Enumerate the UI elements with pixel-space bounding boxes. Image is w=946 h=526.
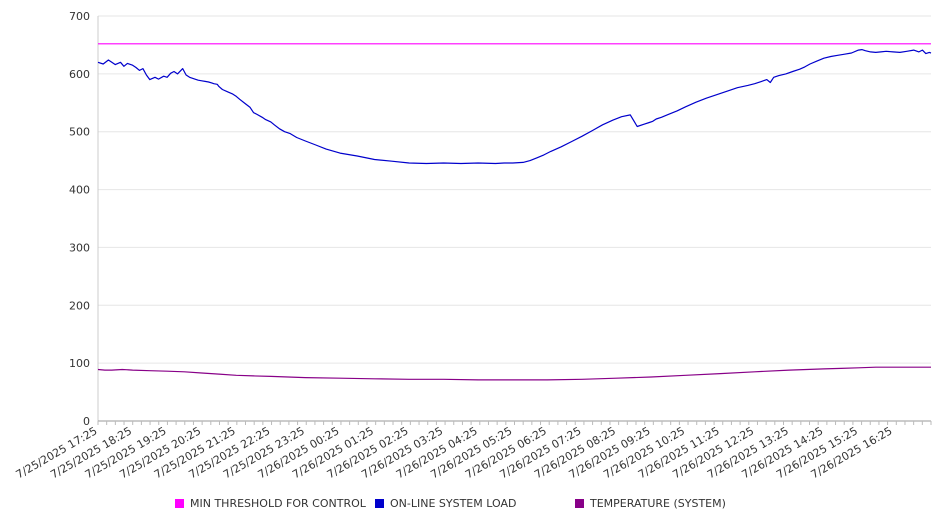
y-axis-ticks: 0 100 200 300 400 500 600 700 [69,10,90,428]
series-lines [97,43,932,381]
legend-swatch-min-threshold [175,499,184,508]
y-tick-label: 500 [69,126,90,139]
legend-label-system-load: ON-LINE SYSTEM LOAD [390,497,517,510]
y-tick-label: 700 [69,10,90,23]
y-tick-label: 200 [69,299,90,312]
series-temperature-line [97,366,931,381]
y-tick-label: 400 [69,184,90,197]
y-tick-label: 100 [69,357,90,370]
axes [97,16,932,425]
series-system-load-line [97,48,932,165]
legend-label-min-threshold: MIN THRESHOLD FOR CONTROL [190,497,366,510]
legend-swatch-system-load [375,499,384,508]
legend: MIN THRESHOLD FOR CONTROL ON-LINE SYSTEM… [0,497,946,517]
legend-item-temperature[interactable]: TEMPERATURE (SYSTEM) [575,497,726,510]
gridlines [98,15,931,422]
legend-item-system-load[interactable]: ON-LINE SYSTEM LOAD [375,497,516,510]
y-tick-label: 300 [69,241,90,254]
legend-item-min-threshold[interactable]: MIN THRESHOLD FOR CONTROL [175,497,366,510]
y-tick-label: 600 [69,68,90,81]
legend-label-temperature: TEMPERATURE (SYSTEM) [590,497,726,510]
x-axis-ticks: 7/25/2025 17:257/25/2025 18:257/25/2025 … [14,424,895,481]
legend-swatch-temperature [575,499,584,508]
y-tick-label: 0 [83,415,90,428]
